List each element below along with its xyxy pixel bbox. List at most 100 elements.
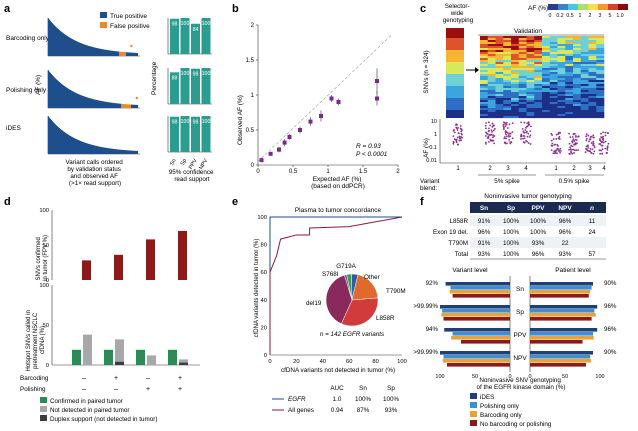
f-table-cell: 96%	[559, 229, 572, 236]
c-colorbar-tick: 3	[599, 13, 602, 19]
a-tp-bar	[65, 86, 66, 108]
c-main-heat-cell	[518, 76, 527, 79]
c-strip-point	[504, 122, 506, 124]
a-bar-caption: 95% confidence read support	[169, 169, 216, 183]
scatter-plot-b: 00 0.5 0.5 1 1 1.5 1.5 2 2	[246, 23, 401, 175]
c-main-heat-cell	[557, 88, 566, 91]
c-main-heat-cell	[573, 76, 582, 79]
c-main-heat-cell	[487, 38, 496, 41]
c-main-heat-cell	[565, 108, 574, 111]
c-strip-point	[592, 152, 595, 155]
d-duplex-bar	[115, 361, 124, 365]
a-tp-bar	[94, 99, 95, 108]
c-strip-point	[458, 139, 461, 142]
c-main-heat-cell	[549, 64, 558, 67]
c-strip-point	[525, 131, 528, 134]
c-strip-point	[606, 149, 609, 151]
c-strip-point	[485, 132, 488, 135]
c-main-heat-cell	[542, 114, 551, 117]
c-left-heat-cell	[446, 100, 464, 102]
c-main-heat-cell	[480, 70, 489, 73]
a-tp-bar	[82, 95, 83, 108]
panel-a: a True positive False positive Barcoding…	[4, 3, 216, 187]
panel-b: b 00 0.5 0.5 1 1 1.5 1.5 2 2 Expected AF (%) (ba…	[232, 3, 400, 190]
a-tp-bar	[87, 97, 88, 108]
c-main-heat-cell	[526, 62, 535, 65]
a-tp-bar	[95, 99, 96, 108]
f-left-value: >99.99%	[413, 303, 438, 310]
c-main-heat-cell	[495, 62, 504, 65]
c-strip-point	[587, 149, 590, 152]
c-strip-point	[602, 131, 605, 134]
c-main-heat-cell	[580, 86, 589, 89]
c-main-heat-cell	[549, 68, 558, 71]
f-legend-swatch	[470, 420, 477, 426]
c-strip-point	[587, 145, 589, 148]
c-main-heat-cell	[596, 52, 605, 55]
legend-fp-swatch	[100, 22, 107, 28]
c-main-heat-cell	[580, 74, 589, 77]
a-y-axis-label: AF (%)	[35, 75, 42, 95]
c-main-heat-cell	[565, 86, 574, 89]
panel-d: d SNVs confirmed in tumor (FPV %) Hotspo…	[4, 196, 200, 423]
f-table-cell: 100%	[530, 218, 547, 225]
c-strip-ytick: 0.1	[429, 145, 437, 151]
c-main-heat-cell	[503, 116, 512, 119]
c-main-heat-cell	[526, 72, 535, 75]
c-main-heat-cell	[495, 82, 504, 85]
c-strip-point	[491, 122, 494, 125]
c-main-heat-cell	[511, 112, 520, 115]
d-legend-label: Duplex support (not detected in tumor)	[50, 416, 157, 423]
c-main-heat-cell	[573, 52, 582, 55]
a-tp-bar	[106, 147, 107, 154]
c-strip-point	[505, 121, 508, 124]
c-strip-point	[459, 125, 462, 127]
c-main-heat-cell	[596, 42, 605, 45]
c-main-heat-cell	[487, 116, 496, 119]
c-af-title: AF (%)	[528, 5, 548, 12]
c-main-heat-cell	[511, 104, 520, 107]
c-main-heat-cell	[565, 94, 574, 97]
b-point	[375, 79, 379, 83]
c-main-heat-cell	[596, 70, 605, 73]
c-main-heat-cell	[580, 56, 589, 59]
a-tp-bar	[90, 144, 91, 154]
c-main-heat-cell	[503, 58, 512, 61]
c-main-heat-cell	[580, 100, 589, 103]
a-tp-bar	[93, 145, 94, 154]
c-main-heat-cell	[580, 58, 589, 61]
c-main-heat-cell	[526, 88, 535, 91]
c-strip-point	[492, 134, 494, 137]
c-strip-point	[604, 147, 607, 150]
c-main-heat-cell	[580, 70, 589, 73]
c-main-heat-cell	[588, 54, 597, 57]
c-main-heat-cell	[487, 80, 496, 83]
a-tp-bar	[115, 51, 116, 56]
c-strip-point	[569, 146, 571, 149]
c-main-heat-cell	[526, 90, 535, 93]
c-strip-point	[571, 148, 574, 151]
c-main-heat-cell	[549, 84, 558, 87]
a-tp-bar	[117, 103, 118, 108]
c-main-heat-cell	[518, 96, 527, 99]
panel-a-legend: True positive False positive	[100, 12, 150, 30]
row-label-barcoding: Barcoding only	[6, 35, 50, 42]
a-tp-bar	[110, 102, 111, 108]
c-main-heat-cell	[511, 44, 520, 47]
c-main-heat-cell	[487, 100, 496, 103]
c-strip-point	[591, 148, 594, 151]
c-strip-point	[520, 138, 522, 140]
c-main-heat-cell	[487, 54, 496, 57]
c-main-heat-cell	[495, 74, 504, 77]
c-main-heat-cell	[549, 74, 558, 77]
c-main-heat-cell	[534, 54, 543, 57]
c-main-heat-cell	[596, 74, 605, 77]
a-tp-bar	[116, 51, 117, 56]
f-table-cell: 100%	[503, 251, 520, 258]
c-main-heat-cell	[534, 60, 543, 63]
c-main-heat-cell	[526, 78, 535, 81]
c-strip-point	[573, 151, 575, 154]
a-tp-bar	[131, 104, 132, 108]
c-main-heat-cell	[534, 90, 543, 93]
c-main-heat-cell	[542, 68, 551, 71]
